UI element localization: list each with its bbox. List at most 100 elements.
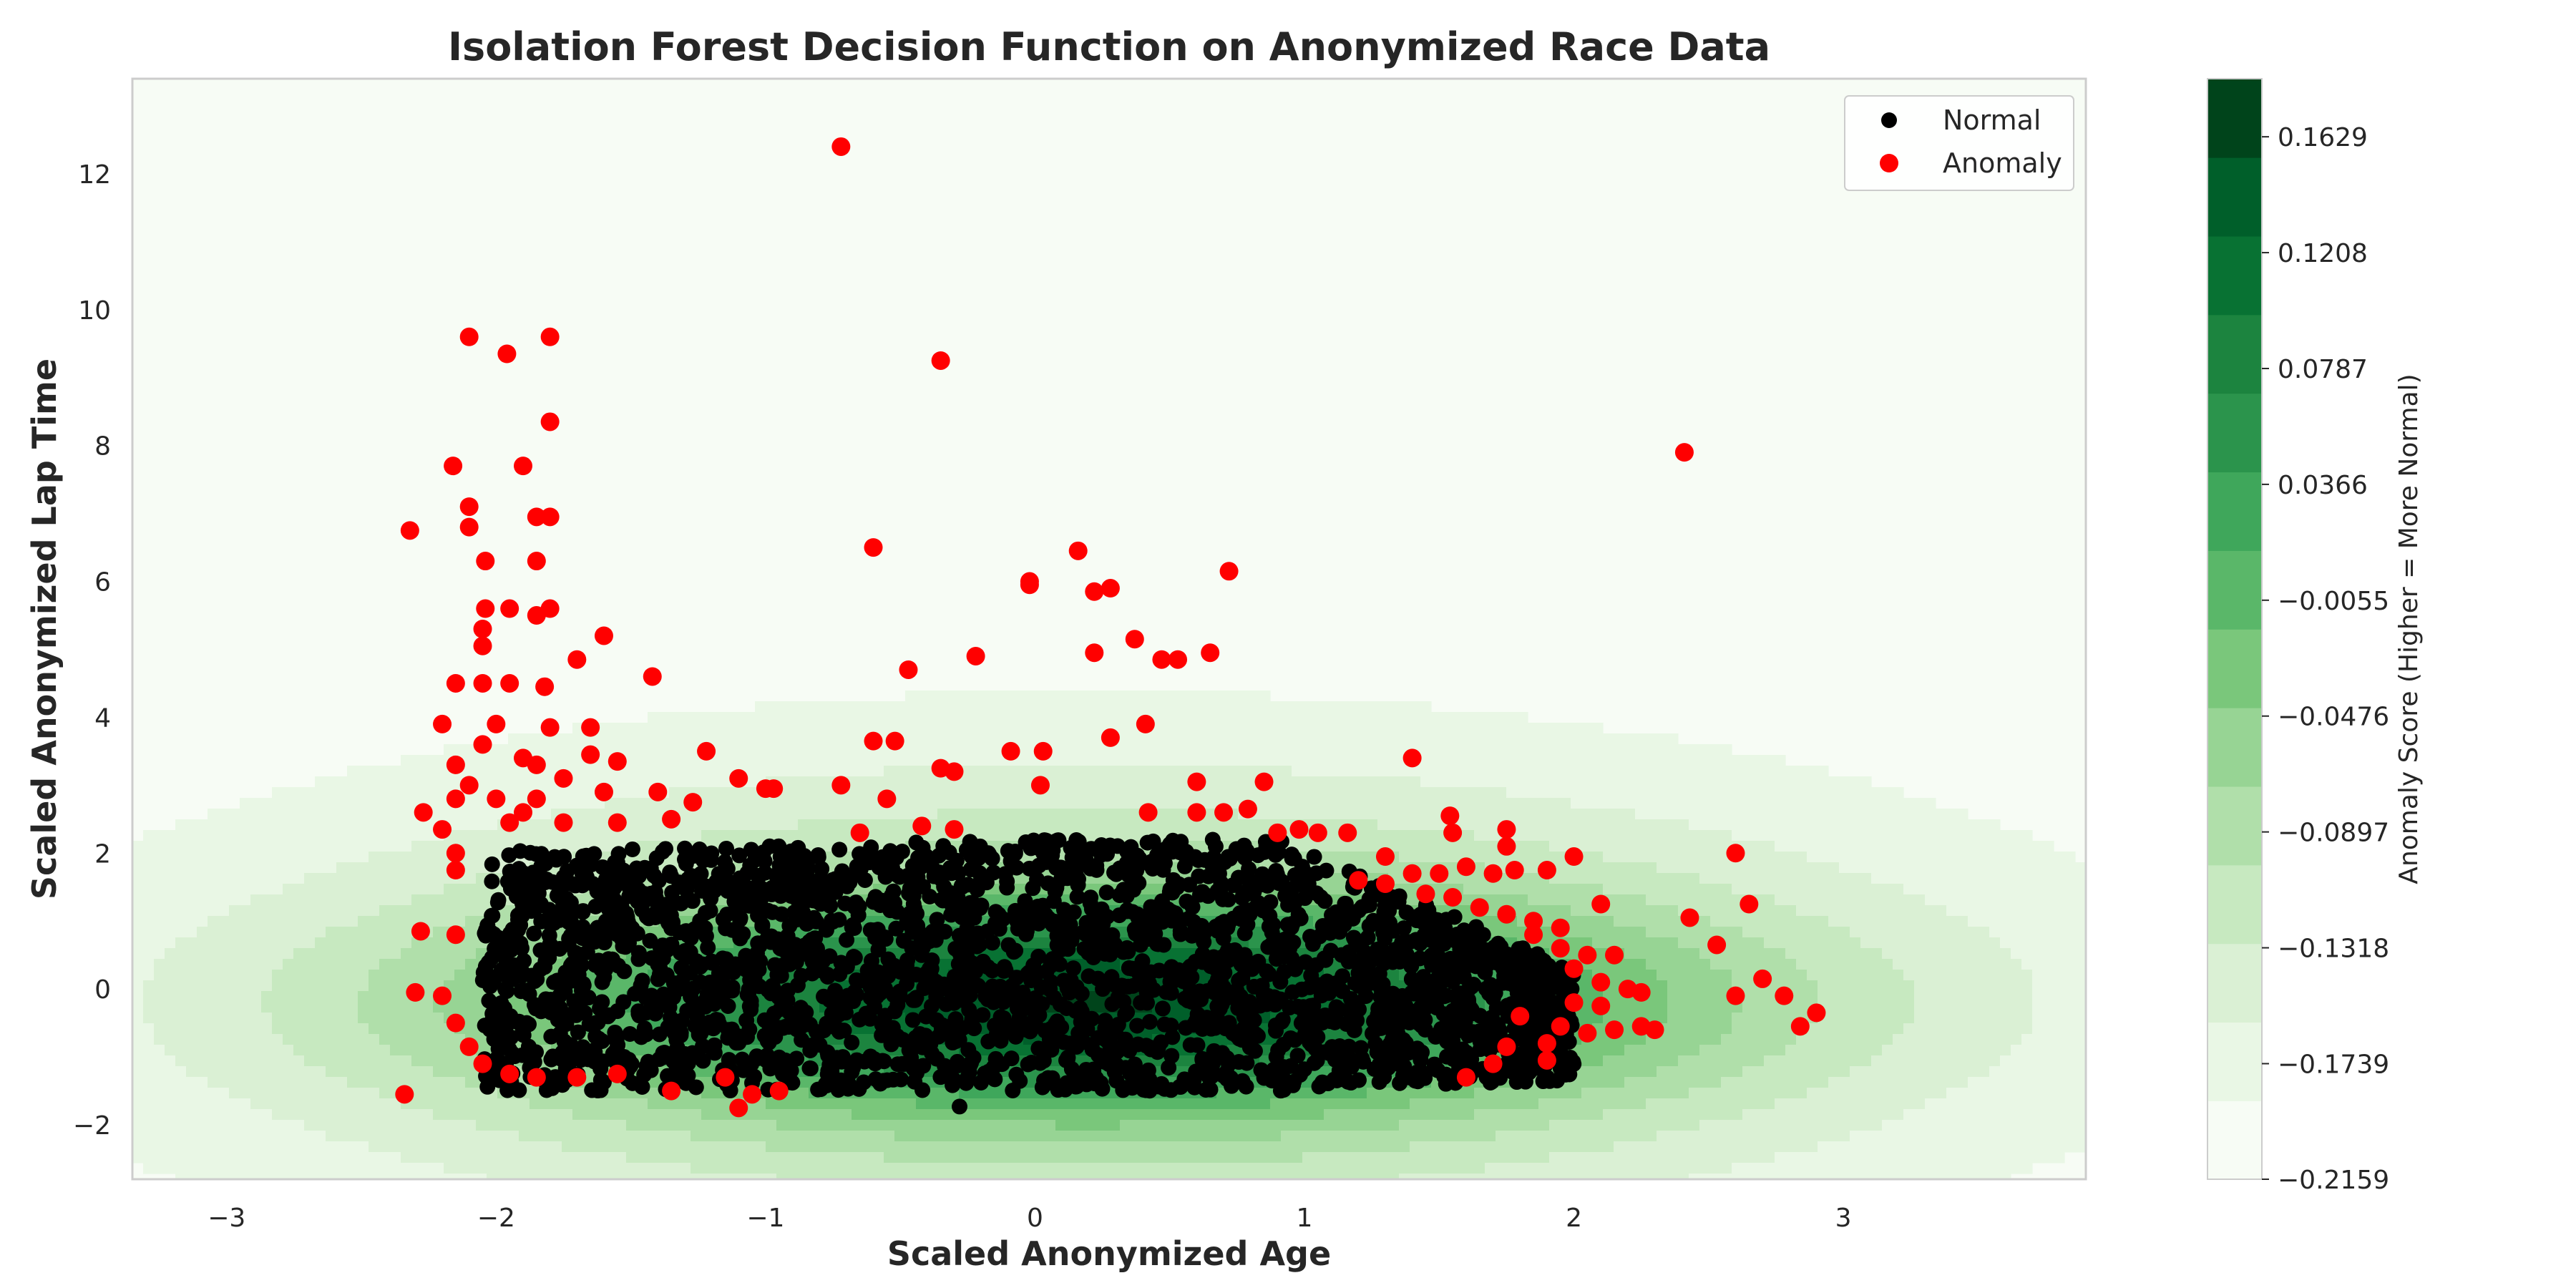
contour-cell — [1216, 905, 1228, 917]
contour-cell — [562, 1174, 573, 1179]
contour-cell — [326, 841, 337, 852]
contour-cell — [905, 691, 917, 702]
contour-cell — [165, 884, 176, 895]
contour-cell — [841, 830, 852, 841]
contour-cell — [862, 723, 874, 734]
contour-cell — [1259, 691, 1271, 702]
contour-cell — [283, 1034, 294, 1045]
contour-cell — [390, 884, 401, 895]
contour-cell — [1356, 819, 1367, 831]
contour-cell — [143, 1013, 155, 1024]
contour-cell — [1227, 830, 1239, 841]
contour-cell — [1377, 723, 1389, 734]
contour-cell — [422, 873, 434, 884]
contour-cell — [1055, 712, 1067, 723]
contour-cell — [1002, 1141, 1013, 1153]
contour-cell — [530, 1088, 541, 1099]
contour-cell — [1388, 733, 1400, 745]
contour-cell — [1088, 830, 1099, 841]
contour-cell — [1238, 712, 1249, 723]
contour-cell — [1259, 1098, 1271, 1110]
contour-cell — [948, 1131, 960, 1142]
contour-cell — [798, 755, 809, 766]
contour-cell — [208, 1098, 219, 1110]
contour-cell — [293, 1141, 305, 1153]
contour-cell — [433, 766, 444, 777]
contour-cell — [293, 873, 305, 884]
contour-cell — [991, 798, 1002, 809]
contour-cell — [562, 755, 573, 766]
contour-cell — [615, 798, 627, 809]
contour-cell — [1013, 733, 1024, 745]
contour-cell — [766, 733, 777, 745]
contour-cell — [1367, 701, 1378, 713]
contour-cell — [1195, 1109, 1206, 1121]
contour-cell — [1356, 852, 1367, 863]
contour-cell — [873, 809, 884, 820]
contour-cell — [1077, 1131, 1088, 1142]
contour-cell — [1377, 766, 1389, 777]
contour-cell — [229, 1163, 240, 1174]
contour-cell — [733, 809, 745, 820]
contour-cell — [261, 809, 273, 820]
contour-cell — [1292, 1120, 1303, 1131]
contour-cell — [766, 1131, 777, 1142]
contour-cell — [240, 841, 251, 852]
contour-cell — [1152, 701, 1163, 713]
contour-cell — [980, 1141, 992, 1153]
contour-cell — [1141, 701, 1153, 713]
contour-cell — [304, 1141, 316, 1153]
contour-cell — [304, 991, 316, 1002]
contour-cell — [411, 819, 423, 831]
contour-cell — [1377, 776, 1389, 788]
contour-cell — [444, 1174, 455, 1179]
contour-cell — [293, 937, 305, 949]
contour-cell — [186, 980, 197, 992]
contour-cell — [809, 798, 820, 809]
contour-cell — [572, 755, 584, 766]
contour-cell — [809, 1131, 820, 1142]
contour-cell — [776, 809, 788, 820]
contour-cell — [465, 755, 477, 766]
contour-cell — [497, 1152, 509, 1163]
contour-cell — [937, 1141, 949, 1153]
contour-cell — [937, 1152, 949, 1163]
contour-cell — [186, 1023, 197, 1035]
contour-cell — [1324, 1131, 1335, 1142]
contour-cell — [658, 755, 670, 766]
contour-cell — [1377, 1152, 1389, 1163]
contour-cell — [411, 1163, 423, 1174]
contour-cell — [691, 755, 702, 766]
contour-cell — [132, 852, 144, 863]
contour-cell — [336, 1066, 348, 1078]
contour-cell — [970, 1109, 981, 1121]
contour-cell — [1292, 1141, 1303, 1153]
contour-cell — [809, 733, 820, 745]
contour-cell — [1335, 841, 1346, 852]
contour-cell — [175, 1141, 187, 1153]
contour-cell — [948, 744, 960, 756]
contour-cell — [229, 852, 240, 863]
contour-cell — [1249, 937, 1260, 949]
contour-cell — [873, 1120, 884, 1131]
contour-cell — [540, 1141, 552, 1153]
contour-cell — [175, 1077, 187, 1088]
contour-cell — [937, 959, 949, 970]
contour-cell — [487, 1131, 498, 1142]
contour-cell — [1077, 1120, 1088, 1131]
contour-cell — [691, 776, 702, 788]
contour-cell — [347, 1109, 358, 1121]
contour-cell — [1002, 830, 1013, 841]
contour-cell — [733, 1163, 745, 1174]
contour-cell — [1270, 712, 1282, 723]
contour-cell — [293, 1109, 305, 1121]
contour-cell — [401, 1002, 412, 1013]
contour-cell — [433, 1023, 444, 1035]
contour-cell — [250, 1109, 262, 1121]
contour-cell — [175, 1174, 187, 1179]
contour-cell — [712, 723, 723, 734]
contour-cell — [369, 862, 380, 874]
contour-cell — [240, 1088, 251, 1099]
contour-cell — [766, 1120, 777, 1131]
contour-cell — [1206, 1131, 1217, 1142]
